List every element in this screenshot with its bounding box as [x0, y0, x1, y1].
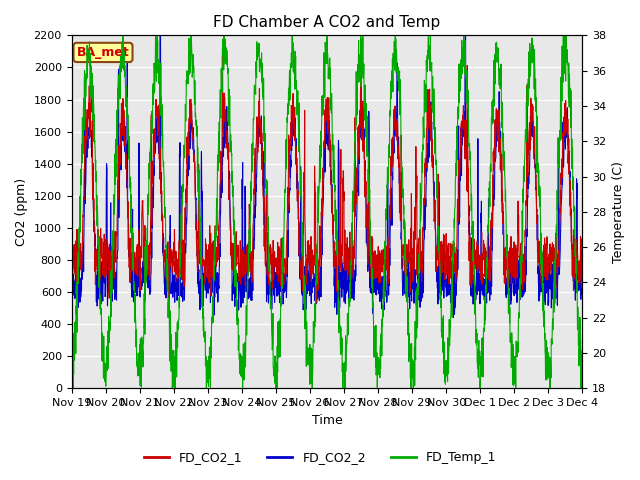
FD_CO2_1 [219, 45, 227, 50]
FD_CO2_2 [342, 265, 349, 271]
Y-axis label: Temperature (C): Temperature (C) [612, 161, 625, 263]
FD_CO2_1 [353, 165, 361, 171]
X-axis label: Time: Time [312, 414, 342, 427]
Y-axis label: CO2 (ppm): CO2 (ppm) [15, 178, 28, 246]
FD_CO2_2 [579, 286, 586, 291]
FD_Temp_1 [342, 333, 349, 339]
FD_CO2_1 [548, 245, 556, 251]
FD_Temp_1 [579, 345, 586, 351]
FD_Temp_1 [476, 358, 483, 363]
FD_CO2_1 [210, 253, 218, 259]
Line: FD_Temp_1: FD_Temp_1 [72, 36, 582, 388]
FD_CO2_2 [534, 213, 541, 218]
FD_CO2_2 [211, 268, 218, 274]
FD_CO2_2 [156, 33, 164, 38]
Text: BA_met: BA_met [77, 46, 129, 59]
FD_CO2_1 [476, 262, 483, 268]
FD_CO2_1 [579, 259, 586, 264]
FD_Temp_1 [68, 385, 76, 391]
FD_CO2_2 [73, 317, 81, 323]
FD_CO2_2 [68, 271, 76, 277]
FD_Temp_1 [353, 88, 360, 94]
FD_Temp_1 [152, 33, 159, 38]
Line: FD_CO2_2: FD_CO2_2 [72, 36, 582, 320]
Legend: FD_CO2_1, FD_CO2_2, FD_Temp_1: FD_CO2_1, FD_CO2_2, FD_Temp_1 [139, 446, 501, 469]
FD_CO2_1 [342, 242, 349, 248]
FD_CO2_2 [476, 281, 483, 287]
FD_CO2_1 [313, 300, 321, 305]
Line: FD_CO2_1: FD_CO2_1 [72, 48, 582, 302]
FD_CO2_2 [548, 272, 556, 278]
FD_Temp_1 [548, 336, 556, 342]
FD_Temp_1 [211, 251, 218, 256]
Title: FD Chamber A CO2 and Temp: FD Chamber A CO2 and Temp [213, 15, 440, 30]
FD_CO2_1 [534, 236, 541, 241]
FD_CO2_2 [353, 204, 361, 210]
FD_CO2_1 [68, 240, 76, 246]
FD_Temp_1 [534, 141, 541, 147]
